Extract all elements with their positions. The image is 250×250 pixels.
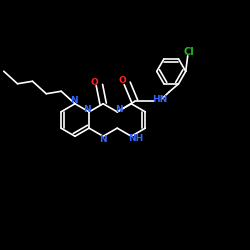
Text: N: N: [70, 96, 78, 105]
Text: N: N: [115, 106, 122, 114]
Text: HN: HN: [152, 95, 167, 104]
Text: O: O: [118, 76, 126, 85]
Text: Cl: Cl: [184, 48, 194, 58]
Text: O: O: [90, 78, 98, 87]
Text: N: N: [83, 106, 90, 114]
Text: NH: NH: [128, 134, 144, 143]
Text: N: N: [99, 135, 106, 144]
